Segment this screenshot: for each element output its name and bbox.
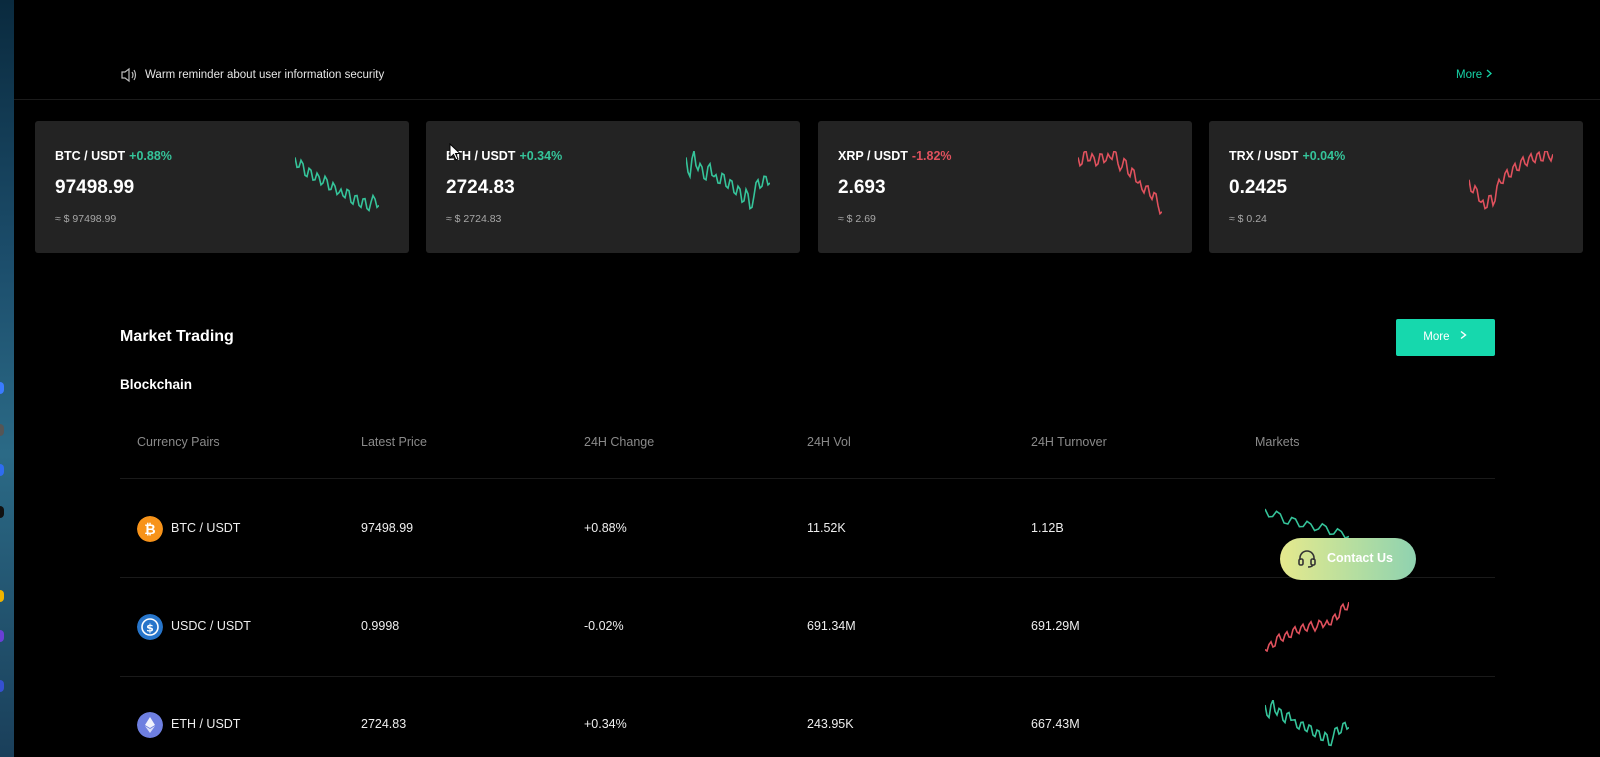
ticker-pair-name: BTC / USDT: [55, 149, 126, 163]
column-header-latest-price: Latest Price: [361, 435, 428, 449]
contact-us-label: Contact Us: [1327, 551, 1393, 565]
dock-app-icon[interactable]: [0, 382, 4, 394]
dock-app-icon[interactable]: [0, 590, 4, 602]
column-header-24h-change: 24H Change: [584, 435, 655, 449]
row-24h-turnover: 691.29M: [1031, 619, 1080, 633]
ticker-pair: XRP / USDT -1.82%: [838, 149, 952, 163]
section-subtitle: Blockchain: [120, 377, 193, 392]
ticker-change: -1.82%: [911, 149, 952, 163]
row-sparkline: [1265, 508, 1349, 539]
row-24h-change: +0.88%: [584, 521, 627, 535]
row-sparkline: [1265, 602, 1349, 652]
ticker-card[interactable]: ETH / USDT +0.34% 2724.83 ≈ $ 2724.83: [426, 121, 800, 253]
svg-text:$: $: [146, 622, 154, 635]
ticker-usd-value: ≈ $ 2.69: [838, 213, 876, 225]
row-latest-price: 2724.83: [361, 717, 407, 731]
ticker-price: 2.693: [838, 177, 886, 198]
dock-app-icon[interactable]: [0, 630, 4, 642]
svg-text:₿: ₿: [144, 522, 155, 538]
ticker-sparkline: [295, 157, 379, 213]
ticker-card[interactable]: TRX / USDT +0.04% 0.2425 ≈ $ 0.24: [1209, 121, 1583, 253]
mouse-cursor-icon: [449, 143, 461, 161]
ticker-card[interactable]: BTC / USDT +0.88% 97498.99 ≈ $ 97498.99: [35, 121, 409, 253]
ticker-usd-value: ≈ $ 2724.83: [446, 213, 502, 225]
row-latest-price: 0.9998: [361, 619, 400, 633]
ticker-pair: ETH / USDT +0.34%: [446, 149, 562, 163]
ticker-pair: TRX / USDT +0.04%: [1229, 149, 1345, 163]
notice-text[interactable]: Warm reminder about user information sec…: [145, 69, 385, 81]
chevron-right-icon: [1460, 330, 1467, 340]
chevron-right-icon: [1486, 69, 1493, 78]
ticker-price: 0.2425: [1229, 177, 1288, 198]
row-sparkline: [1265, 700, 1349, 747]
ticker-usd-value: ≈ $ 97498.99: [55, 213, 117, 225]
table-divider: [120, 676, 1495, 677]
ticker-change: +0.34%: [519, 149, 563, 163]
ticker-pair-name: ETH / USDT: [446, 149, 516, 163]
side-dock: [0, 0, 14, 757]
ethereum-icon: [137, 712, 163, 738]
ticker-sparkline: [1078, 151, 1162, 215]
row-pair: USDC / USDT: [171, 619, 251, 633]
row-latest-price: 97498.99: [361, 521, 414, 535]
dock-app-icon[interactable]: [0, 464, 4, 476]
ticker-change: +0.04%: [1302, 149, 1346, 163]
row-pair: ETH / USDT: [171, 717, 241, 731]
row-24h-change: -0.02%: [584, 619, 624, 633]
contact-us-button[interactable]: Contact Us: [1280, 538, 1416, 580]
dock-app-icon[interactable]: [0, 680, 4, 692]
row-24h-turnover: 667.43M: [1031, 717, 1080, 731]
dock-app-icon[interactable]: [0, 424, 4, 436]
notice-more-label: More: [1456, 69, 1483, 81]
column-header-24h-vol: 24H Vol: [807, 435, 851, 449]
headset-icon: [1298, 550, 1316, 568]
row-24h-vol: 243.95K: [807, 717, 854, 731]
row-24h-turnover: 1.12B: [1031, 521, 1064, 535]
ticker-sparkline: [686, 151, 770, 210]
column-header-24h-turnover: 24H Turnover: [1031, 435, 1107, 449]
notice-bar: Warm reminder about user information sec…: [14, 55, 1600, 100]
ticker-pair-name: TRX / USDT: [1229, 149, 1299, 163]
dock-app-icon[interactable]: [0, 506, 4, 518]
column-header-markets: Markets: [1255, 435, 1300, 449]
bitcoin-icon: ₿: [137, 516, 163, 542]
market-more-button[interactable]: More: [1396, 319, 1495, 356]
row-24h-vol: 11.52K: [807, 521, 846, 535]
row-24h-vol: 691.34M: [807, 619, 856, 633]
column-header-currency-pairs: Currency Pairs: [137, 435, 220, 449]
ticker-sparkline: [1469, 151, 1553, 210]
ticker-usd-value: ≈ $ 0.24: [1229, 213, 1267, 225]
usdc-icon: $: [137, 614, 163, 640]
table-divider: [120, 577, 1495, 578]
table-divider: [120, 478, 1495, 479]
row-pair: BTC / USDT: [171, 521, 241, 535]
row-24h-change: +0.34%: [584, 717, 627, 731]
ticker-change: +0.88%: [129, 149, 172, 163]
market-more-label: More: [1423, 331, 1450, 343]
ticker-price: 2724.83: [446, 177, 515, 198]
notice-more-link[interactable]: More: [1456, 69, 1493, 81]
section-title: Market Trading: [120, 328, 234, 345]
ticker-price: 97498.99: [55, 177, 135, 198]
ticker-pair-name: XRP / USDT: [838, 149, 908, 163]
ticker-card[interactable]: XRP / USDT -1.82% 2.693 ≈ $ 2.69: [818, 121, 1192, 253]
ticker-pair: BTC / USDT +0.88%: [55, 149, 172, 163]
speaker-icon: [121, 67, 137, 83]
